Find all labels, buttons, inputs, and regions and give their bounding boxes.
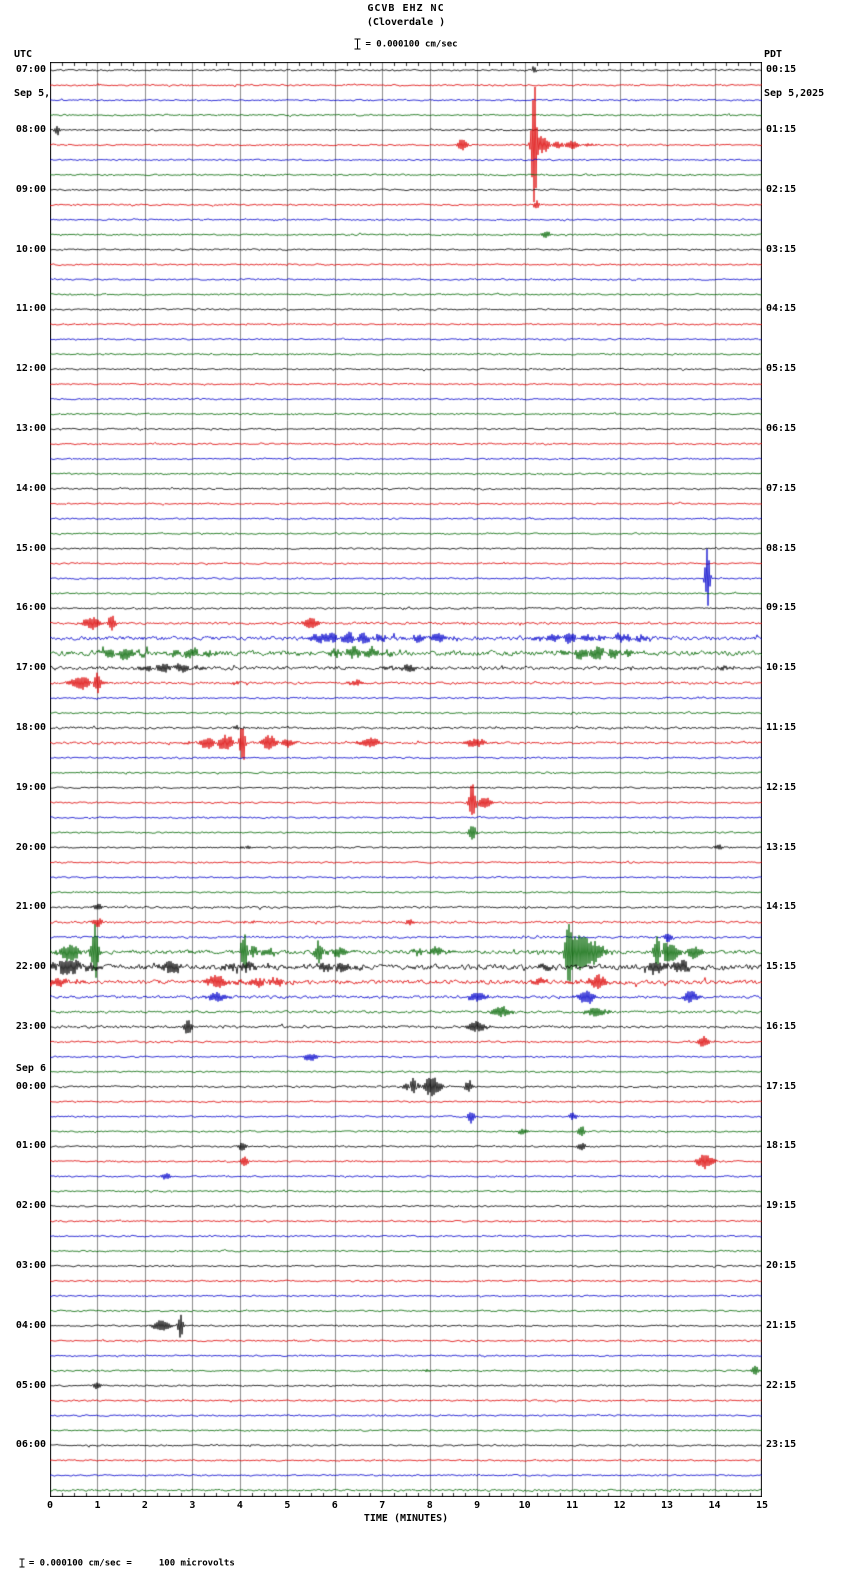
- utc-hour-label: 10:00: [15, 243, 46, 255]
- pdt-header-block: PDT Sep 5,2025: [764, 22, 824, 113]
- utc-hour-label: 16:00: [15, 602, 46, 614]
- pdt-time-label-column: 00:15 01:15 02:15 03:15 04:15 05:15 06:15 07:15…: [766, 62, 846, 1497]
- utc-hour-label: 12:00: [15, 363, 46, 375]
- pdt-hour-label: 14:15: [766, 901, 797, 913]
- utc-hour-label: 01:00: [15, 1140, 46, 1152]
- pdt-hour-label: 21:15: [766, 1319, 797, 1331]
- utc-hour-label: 06:00: [15, 1439, 46, 1451]
- scale-text: = 0.000100 cm/sec: [365, 39, 458, 50]
- pdt-hour-label: 02:15: [766, 183, 797, 195]
- pdt-hour-label: 10:15: [766, 662, 797, 674]
- pdt-hour-label: 12:15: [766, 781, 797, 793]
- utc-hour-label: 05:00: [15, 1379, 46, 1391]
- pdt-hour-label: 20:15: [766, 1260, 797, 1272]
- pdt-hour-label: 07:15: [766, 482, 797, 494]
- footer-scale-text: = 0.000100 cm/sec = 100 microvolts: [28, 1558, 235, 1569]
- x-tick-label: 15: [755, 1500, 769, 1511]
- pdt-hour-label: 13:15: [766, 841, 797, 853]
- pdt-hour-label: 11:15: [766, 721, 797, 733]
- utc-hour-label: 09:00: [15, 183, 46, 195]
- seismogram-trace-canvas: [50, 62, 762, 1497]
- right-timezone-label: PDT: [764, 49, 783, 60]
- utc-hour-label: 19:00: [15, 781, 46, 793]
- utc-hour-label: 18:00: [15, 721, 46, 733]
- utc-hour-label: 02:00: [15, 1200, 46, 1212]
- pdt-hour-label: 22:15: [766, 1379, 797, 1391]
- pdt-hour-label: 19:15: [766, 1200, 797, 1212]
- x-axis-title: TIME (MINUTES): [363, 1513, 449, 1524]
- x-tick-label: 5: [284, 1500, 291, 1511]
- x-tick-label: 14: [708, 1500, 721, 1511]
- pdt-hour-label: 15:15: [766, 961, 797, 973]
- utc-time-label-column: 07:00 08:00 09:00 10:00 11:00 12:00 13:00 14:00…: [0, 62, 46, 1497]
- pdt-hour-label: 01:15: [766, 124, 797, 135]
- utc-hour-label: 23:00: [15, 1020, 46, 1032]
- x-tick-label: 11: [566, 1500, 579, 1511]
- station-subtitle: (Cloverdale ): [366, 17, 446, 28]
- pdt-hour-label: 03:15: [766, 243, 797, 255]
- footer-scale-note: = 0.000100 cm/sec = 100 microvolts: [8, 1548, 235, 1569]
- footer-ibeam-icon: [19, 1558, 25, 1568]
- utc-hour-label: 22:00: [15, 961, 46, 973]
- amplitude-scale-indicator: = 0.000100 cm/sec: [50, 38, 762, 50]
- utc-hour-label: 03:00: [15, 1260, 46, 1272]
- right-date-label: Sep 5,2025: [764, 88, 825, 99]
- x-tick-label: 6: [331, 1500, 338, 1511]
- x-tick-label: 8: [426, 1500, 433, 1511]
- pdt-hour-label: 06:15: [766, 422, 797, 434]
- x-tick-label: 10: [518, 1500, 531, 1511]
- x-tick-label: 9: [474, 1500, 481, 1511]
- utc-hour-label: 14:00: [15, 482, 46, 494]
- x-tick-label: 0: [46, 1500, 54, 1511]
- utc-hour-label: 11:00: [15, 303, 46, 315]
- utc-hour-label: 13:00: [15, 422, 46, 434]
- utc-hour-label: 21:00: [15, 901, 46, 913]
- utc-hour-label: 00:00: [15, 1080, 46, 1092]
- pdt-hour-label: 17:15: [766, 1080, 797, 1092]
- scale-ibeam-icon: [354, 38, 361, 50]
- x-tick-label: 1: [94, 1500, 101, 1511]
- pdt-hour-label: 18:15: [766, 1140, 797, 1152]
- x-axis-tick-labels: 0 1 2 3 4 5 6 7 8 9 10 11 12 13 14 15: [46, 1500, 768, 1512]
- utc-hour-label: 20:00: [15, 841, 46, 853]
- seismogram-plot-area: [50, 62, 762, 1497]
- utc-hour-label: 08:00: [15, 124, 46, 135]
- left-timezone-label: UTC: [14, 49, 33, 60]
- x-tick-label: 3: [189, 1500, 196, 1511]
- x-tick-label: 13: [661, 1500, 674, 1511]
- utc-hour-label: Sep 6: [15, 1062, 46, 1074]
- utc-hour-label: 17:00: [15, 662, 46, 674]
- x-tick-label: 4: [236, 1500, 243, 1511]
- pdt-hour-label: 08:15: [766, 542, 797, 554]
- utc-hour-label: 07:00: [15, 64, 46, 76]
- pdt-hour-label: 09:15: [766, 602, 797, 614]
- station-title: GCVB EHZ NC: [367, 3, 445, 14]
- pdt-hour-label: 00:15: [766, 64, 797, 76]
- pdt-hour-label: 04:15: [766, 303, 797, 315]
- x-tick-label: 2: [141, 1500, 148, 1511]
- x-tick-label: 7: [379, 1500, 386, 1511]
- pdt-hour-label: 23:15: [766, 1439, 797, 1451]
- pdt-hour-label: 16:15: [766, 1020, 797, 1032]
- pdt-hour-label: 05:15: [766, 363, 797, 375]
- utc-hour-label: 15:00: [15, 542, 46, 554]
- utc-hour-label: 04:00: [15, 1319, 46, 1331]
- x-tick-label: 12: [613, 1500, 626, 1511]
